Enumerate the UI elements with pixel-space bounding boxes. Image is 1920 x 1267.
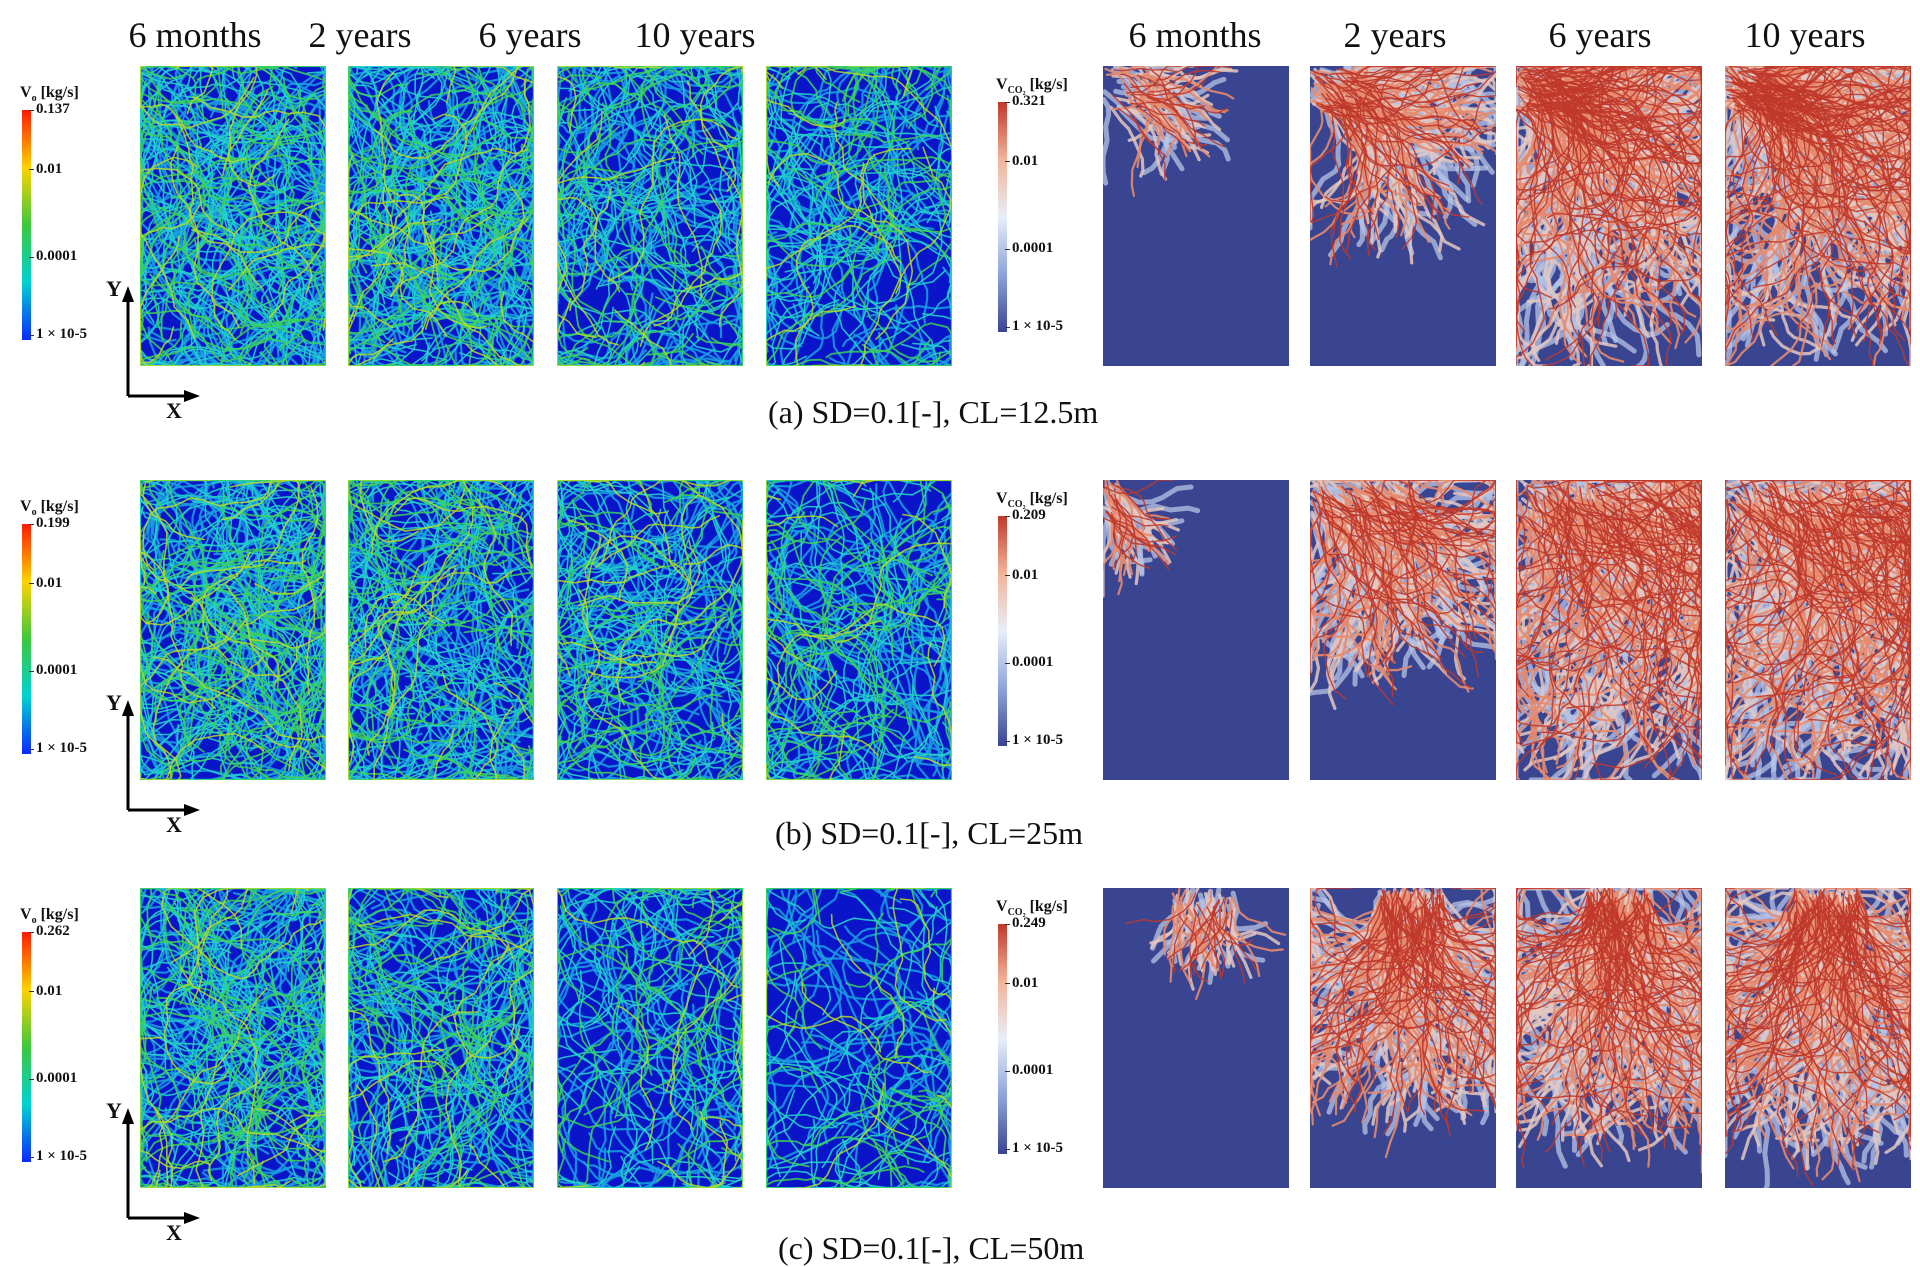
column-header: 6 years xyxy=(1548,15,1652,55)
colorbar-tick-label: 1 × 10-5 xyxy=(28,1148,88,1165)
colorbar-unit: [kg/s] xyxy=(1029,490,1068,507)
oil-colorbar-title: Vo [kg/s] xyxy=(20,84,79,104)
colorbar-subscript: o xyxy=(31,915,37,927)
colorbar-tick-label: 0.209 xyxy=(1005,507,1046,523)
colorbar-tick-label: 0.01 xyxy=(1004,152,1039,169)
colorbar-tick-label: 0.262 xyxy=(29,923,70,939)
colorbar-tick-label: 0.0001 xyxy=(1004,240,1054,257)
co2-colorbar-title: VCO₂ [kg/s] xyxy=(996,898,1068,918)
y-axis-label: Y xyxy=(106,276,122,301)
colorbar-tick-label: 1 × 10-5 xyxy=(1004,318,1064,335)
x-axis-label: X xyxy=(166,398,182,423)
co2-flow-map xyxy=(1310,66,1496,366)
oil-flow-map xyxy=(766,480,952,780)
colorbar-subscript: CO₂ xyxy=(1007,85,1026,97)
column-header: 2 years xyxy=(308,15,412,55)
oil-flow-map xyxy=(766,888,952,1188)
column-header: 2 years xyxy=(1343,15,1447,55)
colorbar-variable: V xyxy=(20,906,32,923)
row-caption: (b) SD=0.1[-], CL=25m xyxy=(775,815,1084,851)
colorbar-subscript: o xyxy=(31,93,37,105)
colorbar-variable: V xyxy=(996,76,1008,93)
co2-flow-map xyxy=(1725,888,1911,1188)
column-header: 6 months xyxy=(128,15,262,55)
colorbar-tick-label: 0.137 xyxy=(29,101,70,117)
column-header: 6 months xyxy=(1128,15,1262,55)
oil-flow-map xyxy=(140,66,326,366)
co2-flow-map xyxy=(1103,480,1289,780)
column-header: 6 years xyxy=(478,15,582,55)
co2-colorbar-title: VCO₂ [kg/s] xyxy=(996,490,1068,510)
colorbar-tick-label: 0.199 xyxy=(29,515,70,531)
oil-colorbar xyxy=(22,932,31,1162)
colorbar-tick-label: 1 × 10-5 xyxy=(1004,1140,1064,1157)
oil-flow-map xyxy=(557,888,743,1188)
colorbar-tick-label: 1 × 10-5 xyxy=(28,326,88,343)
co2-flow-map xyxy=(1103,888,1289,1188)
column-header: 10 years xyxy=(1744,15,1866,55)
co2-colorbar xyxy=(998,102,1007,332)
colorbar-unit: [kg/s] xyxy=(40,498,79,515)
colorbar-tick-label: 0.01 xyxy=(1004,974,1039,991)
x-axis-label: X xyxy=(166,812,182,837)
colorbar-tick-label: 0.0001 xyxy=(28,248,78,265)
colorbar-unit: [kg/s] xyxy=(1029,898,1068,915)
colorbar-tick-label: 0.0001 xyxy=(1004,654,1054,671)
colorbar-variable: V xyxy=(20,84,32,101)
co2-flow-map xyxy=(1516,480,1702,780)
oil-flow-map xyxy=(766,66,952,366)
row-caption: (a) SD=0.1[-], CL=12.5m xyxy=(768,394,1099,430)
y-axis-label: Y xyxy=(106,690,122,715)
colorbar-tick-label: 0.321 xyxy=(1005,93,1046,109)
colorbar-tick-label: 0.01 xyxy=(28,160,63,177)
oil-flow-map xyxy=(140,480,326,780)
colorbar-tick-label: 0.0001 xyxy=(28,1070,78,1087)
colorbar-tick-label: 0.01 xyxy=(1004,566,1039,583)
colorbar-variable: V xyxy=(996,490,1008,507)
oil-flow-map xyxy=(348,888,534,1188)
oil-colorbar-title: Vo [kg/s] xyxy=(20,906,79,926)
colorbar-unit: [kg/s] xyxy=(1029,76,1068,93)
colorbar-variable: V xyxy=(996,898,1008,915)
co2-flow-map xyxy=(1103,66,1289,366)
y-axis-label: Y xyxy=(106,1098,122,1123)
row-caption: (c) SD=0.1[-], CL=50m xyxy=(778,1230,1085,1266)
oil-colorbar xyxy=(22,524,31,754)
colorbar-tick-label: 0.0001 xyxy=(1004,1062,1054,1079)
x-axis-label: X xyxy=(166,1220,182,1245)
colorbar-tick-label: 1 × 10-5 xyxy=(28,740,88,757)
co2-flow-map xyxy=(1310,888,1496,1188)
co2-flow-map xyxy=(1725,66,1911,366)
oil-colorbar xyxy=(22,110,31,340)
colorbar-subscript: CO₂ xyxy=(1007,499,1026,511)
co2-flow-map xyxy=(1725,480,1911,780)
co2-flow-map xyxy=(1516,66,1702,366)
colorbar-subscript: CO₂ xyxy=(1007,907,1026,919)
oil-flow-map xyxy=(348,480,534,780)
colorbar-tick-label: 0.249 xyxy=(1005,915,1046,931)
colorbar-tick-label: 0.0001 xyxy=(28,662,78,679)
oil-colorbar-title: Vo [kg/s] xyxy=(20,498,79,518)
colorbar-tick-label: 1 × 10-5 xyxy=(1004,732,1064,749)
co2-flow-map xyxy=(1310,480,1496,780)
colorbar-tick-label: 0.01 xyxy=(28,574,63,591)
co2-colorbar xyxy=(998,924,1007,1154)
oil-flow-map xyxy=(557,480,743,780)
colorbar-unit: [kg/s] xyxy=(40,906,79,923)
colorbar-variable: V xyxy=(20,498,32,515)
oil-flow-map xyxy=(348,66,534,366)
co2-flow-map xyxy=(1516,888,1702,1188)
co2-colorbar xyxy=(998,516,1007,746)
oil-flow-map xyxy=(557,66,743,366)
colorbar-unit: [kg/s] xyxy=(40,84,79,101)
co2-colorbar-title: VCO₂ [kg/s] xyxy=(996,76,1068,96)
colorbar-subscript: o xyxy=(31,507,37,519)
column-header: 10 years xyxy=(634,15,756,55)
colorbar-tick-label: 0.01 xyxy=(28,982,63,999)
oil-flow-map xyxy=(140,888,326,1188)
